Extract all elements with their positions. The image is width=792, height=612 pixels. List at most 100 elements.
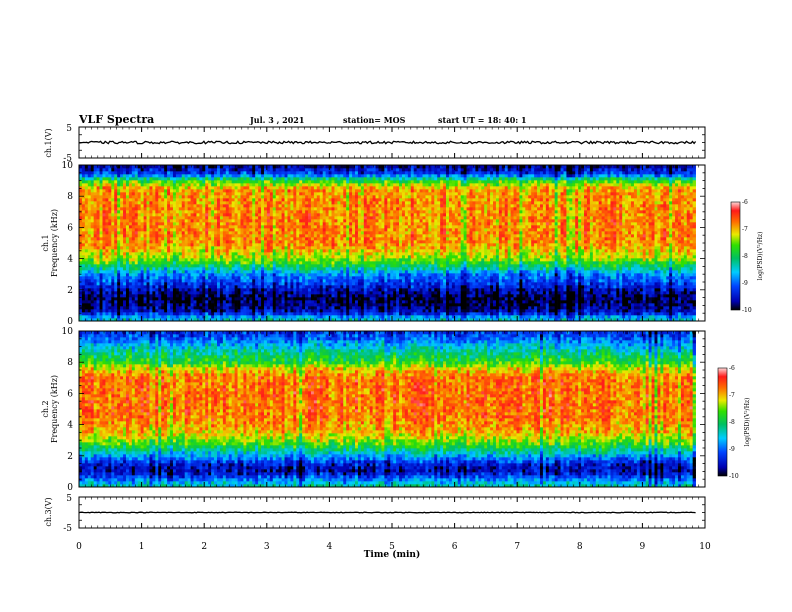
ch1-spectrogram-cell	[240, 297, 244, 301]
ch1-spectrogram-cell	[170, 297, 174, 301]
ch1-spectrogram-cell	[123, 303, 127, 307]
ch1-spectrogram-cell	[287, 282, 291, 286]
ch1-spectrogram-cell	[290, 210, 294, 214]
ch1-spectrogram-cell	[111, 222, 115, 226]
ch1-spectrogram-cell	[322, 189, 326, 193]
ch1-spectrogram-cell	[284, 210, 288, 214]
ch1-spectrogram-cell	[193, 318, 197, 322]
ch1-spectrogram-cell	[343, 279, 347, 283]
ch1-spectrogram-cell	[152, 255, 156, 259]
ch1-spectrogram-cell	[343, 285, 347, 289]
ch1-spectrogram-cell	[228, 240, 233, 244]
ch1-spectrogram-cell	[205, 225, 209, 229]
ch1-spectrogram-cell	[146, 204, 150, 208]
ch1-spectrogram-cell	[305, 258, 309, 262]
ch1-spectrogram-cell	[219, 261, 224, 265]
ch1-spectrogram-cell	[178, 219, 183, 223]
ch1-spectrogram-cell	[219, 222, 224, 226]
ch1-spectrogram-cell	[164, 294, 168, 298]
ch1-spectrogram-cell	[123, 171, 127, 175]
ch1-spectrogram-cell	[99, 174, 103, 178]
ch1-spectrogram-cell	[128, 177, 133, 181]
ch1-spectrogram-cell	[193, 195, 197, 199]
ch1-spectrogram-cell	[234, 180, 238, 184]
ch1-spectrogram-cell	[131, 252, 136, 256]
ch1-spectrogram-cell	[266, 201, 271, 205]
ch1-spectrogram-cell	[222, 264, 227, 268]
ch1-spectrogram-cell	[184, 312, 188, 316]
ch1-spectrogram-cell	[120, 201, 124, 205]
ch1-spectrogram-cell	[228, 165, 233, 169]
ch1-spectrogram-cell	[90, 261, 95, 265]
ch1-spectrogram-cell	[134, 231, 139, 235]
ch1-spectrogram-cell	[334, 231, 338, 235]
ch1-spectrogram-cell	[152, 213, 156, 217]
ch1-spectrogram-cell	[293, 177, 297, 181]
ch1-spectrogram-cell	[167, 228, 171, 232]
ch1-spectrogram-cell	[123, 270, 127, 274]
ch1-spectrogram-cell	[158, 234, 162, 238]
ch1-spectrogram-cell	[237, 165, 241, 169]
ch1-spectrogram-cell	[281, 246, 285, 250]
ch1-spectrogram-cell	[175, 168, 180, 172]
ch1-spectrogram-cell	[81, 264, 86, 268]
ch1-spectrogram-cell	[272, 207, 277, 211]
ch1-spectrogram-cell	[334, 249, 338, 253]
ch1-spectrogram-cell	[205, 219, 209, 223]
ch1-spectrogram-cell	[178, 249, 183, 253]
ch1-spectrogram-cell	[131, 225, 136, 229]
ch1-spectrogram-cell	[337, 180, 341, 184]
ch1-spectrogram-cell	[105, 306, 109, 310]
ch1-spectrogram-cell	[237, 219, 241, 223]
ch1-spectrogram-cell	[217, 258, 221, 262]
ch1-spectrogram-cell	[225, 276, 230, 280]
ch1-spectrogram-cell	[102, 222, 106, 226]
ch1-spectrogram-cell	[313, 276, 318, 280]
ch1-spectrogram-cell	[196, 273, 200, 277]
ch1-spectrogram-cell	[219, 183, 224, 187]
ch1-spectrogram-cell	[293, 288, 297, 292]
ch1-spectrogram-cell	[278, 168, 282, 172]
ch1-spectrogram-cell	[243, 195, 247, 199]
ch1-spectrogram-cell	[196, 171, 200, 175]
ch1-spectrogram-cell	[284, 309, 288, 313]
ch1-spectrogram-cell	[246, 168, 250, 172]
ch1-spectrogram-cell	[258, 276, 262, 280]
ch1-spectrogram-cell	[184, 273, 188, 277]
ch1-spectrogram-cell	[128, 189, 133, 193]
ch1-spectrogram-cell	[149, 315, 153, 319]
ch1-spectrogram-cell	[340, 243, 344, 247]
ch1-spectrogram-cell	[255, 207, 259, 211]
ch1-spectrogram-cell	[319, 312, 324, 316]
ch1-spectrogram-cell	[93, 225, 97, 229]
ch1-spectrogram-cell	[120, 318, 124, 322]
ch1-spectrogram-cell	[337, 207, 341, 211]
ch1-spectrogram-cell	[325, 306, 329, 310]
ch1-spectrogram-cell	[269, 240, 274, 244]
ch1-spectrogram-cell	[134, 225, 139, 229]
ch1-spectrogram-cell	[190, 261, 194, 265]
ch1-spectrogram-cell	[252, 267, 256, 271]
ch1-spectrogram-cell	[155, 237, 159, 241]
ch1-spectrogram-cell	[81, 282, 86, 286]
ch1-spectrogram-cell	[343, 171, 347, 175]
ch1-spectrogram-cell	[325, 267, 329, 271]
ch1-spectrogram-cell	[231, 312, 235, 316]
ch1-spectrogram-cell	[158, 207, 162, 211]
ch1-spectrogram-cell	[302, 258, 306, 262]
ch1-spectrogram-cell	[105, 186, 109, 190]
ch1-spectrogram-cell	[81, 168, 86, 172]
ch1-spectrogram-cell	[96, 171, 100, 175]
ch1-spectrogram-cell	[258, 168, 262, 172]
ch1-spectrogram-cell	[219, 174, 224, 178]
ch1-spectrogram-cell	[120, 177, 124, 181]
ch1-spectrogram-cell	[84, 177, 89, 181]
ch1-spectrogram-cell	[261, 267, 265, 271]
ch1-spectrogram-cell	[258, 297, 262, 301]
ch1-spectrogram-cell	[120, 300, 124, 304]
ch1-spectrogram-cell	[231, 246, 235, 250]
ch1-spectrogram-cell	[261, 231, 265, 235]
ch1-spectrogram-cell	[123, 189, 127, 193]
ch1-spectrogram-cell	[278, 303, 282, 307]
